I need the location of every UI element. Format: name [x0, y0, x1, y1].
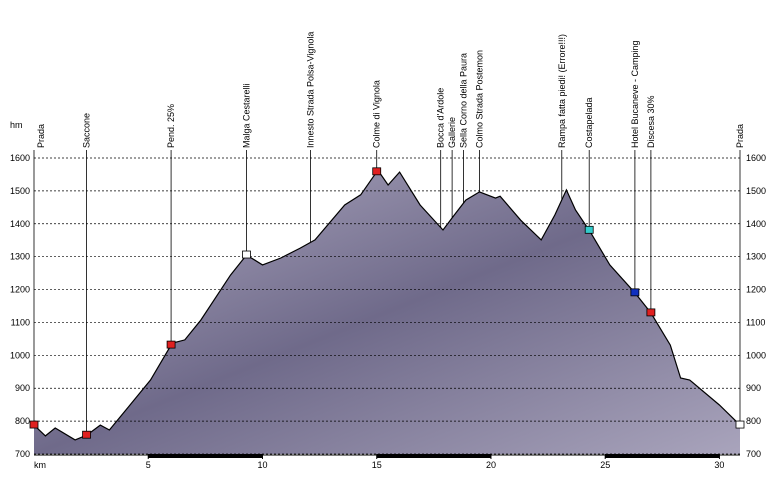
waypoint-marker: [584, 225, 594, 234]
waypoint-label: Discesa 30%: [646, 95, 656, 148]
y-tick-label-right: 1400: [746, 219, 766, 229]
waypoint-marker: [735, 420, 745, 429]
x-axis-label: km: [34, 460, 46, 470]
elevation-area: [34, 170, 740, 454]
waypoint-label: Malga Cestarelli: [241, 83, 251, 148]
y-tick-label: 1100: [11, 317, 30, 327]
x-tick-label: 25: [600, 460, 610, 470]
waypoint-label: Gallerie: [447, 117, 457, 148]
y-tick-label: 1000: [10, 350, 30, 360]
waypoint-label: Bocca d'Ardole: [436, 88, 446, 148]
waypoint-marker: [82, 430, 91, 439]
x-tick-label: 30: [714, 460, 724, 470]
x-tick-label: 15: [372, 460, 382, 470]
y-tick-label-right: 1000: [746, 350, 766, 360]
waypoint-label: Prada: [36, 124, 46, 148]
waypoint-label: Innesto Strada Polsa-Vignola: [305, 32, 315, 148]
waypoint-label: Pend. 25%: [166, 104, 176, 148]
y-tick-label-right: 1200: [746, 285, 766, 295]
y-tick-label: 800: [15, 416, 30, 426]
y-tick-label: 1600: [10, 153, 30, 163]
y-tick-label: 900: [15, 383, 30, 393]
waypoint-label: Rampa fatta piedi! (Errore!!!): [557, 34, 567, 148]
y-tick-label-right: 800: [746, 416, 761, 426]
waypoint-marker: [630, 288, 640, 297]
y-tick-label: 1300: [10, 252, 30, 262]
waypoint-label: Sella Corno della Paura: [459, 53, 469, 148]
waypoint-marker: [29, 420, 39, 429]
x-tick-label: 10: [257, 460, 267, 470]
axis-band: [376, 454, 491, 458]
axis-band: [605, 454, 720, 458]
waypoint-label: Colmo Strada Postemon: [475, 50, 485, 148]
x-tick-label: 20: [486, 460, 496, 470]
waypoint-marker: [166, 340, 176, 349]
waypoint-label: Hotel Bucaneve - Camping: [630, 40, 640, 148]
y-tick-label: 1500: [10, 186, 30, 196]
axis-band: [148, 454, 263, 458]
waypoint-label: Costapelada: [584, 97, 594, 148]
y-tick-label-right: 900: [746, 383, 761, 393]
x-tick-label: 5: [146, 460, 151, 470]
y-tick-label-right: 1600: [746, 153, 766, 163]
waypoint-label: Prada: [735, 124, 745, 148]
y-tick-label-right: 700: [746, 449, 761, 459]
y-tick-label-right: 1300: [746, 252, 766, 262]
waypoint-label: Colme di Vignola: [372, 80, 382, 148]
y-tick-label: 1200: [10, 285, 30, 295]
y-tick-label-right: 1100: [746, 317, 765, 327]
waypoint-marker: [372, 167, 382, 176]
y-axis-label: hm: [10, 120, 23, 130]
waypoint-marker: [242, 250, 251, 259]
waypoint-label: Saccone: [82, 113, 92, 148]
elevation-line: [33, 169, 741, 441]
waypoint-marker: [646, 308, 656, 317]
y-tick-label: 1400: [10, 219, 30, 229]
y-tick-label-right: 1500: [746, 186, 766, 196]
y-tick-label: 700: [15, 449, 30, 459]
